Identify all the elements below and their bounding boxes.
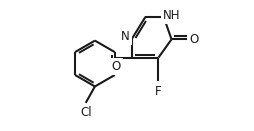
Text: Cl: Cl <box>80 106 91 119</box>
Text: O: O <box>111 60 120 73</box>
Text: NH: NH <box>163 9 180 22</box>
Text: F: F <box>155 85 162 98</box>
Text: O: O <box>189 33 198 46</box>
Text: N: N <box>121 30 130 43</box>
